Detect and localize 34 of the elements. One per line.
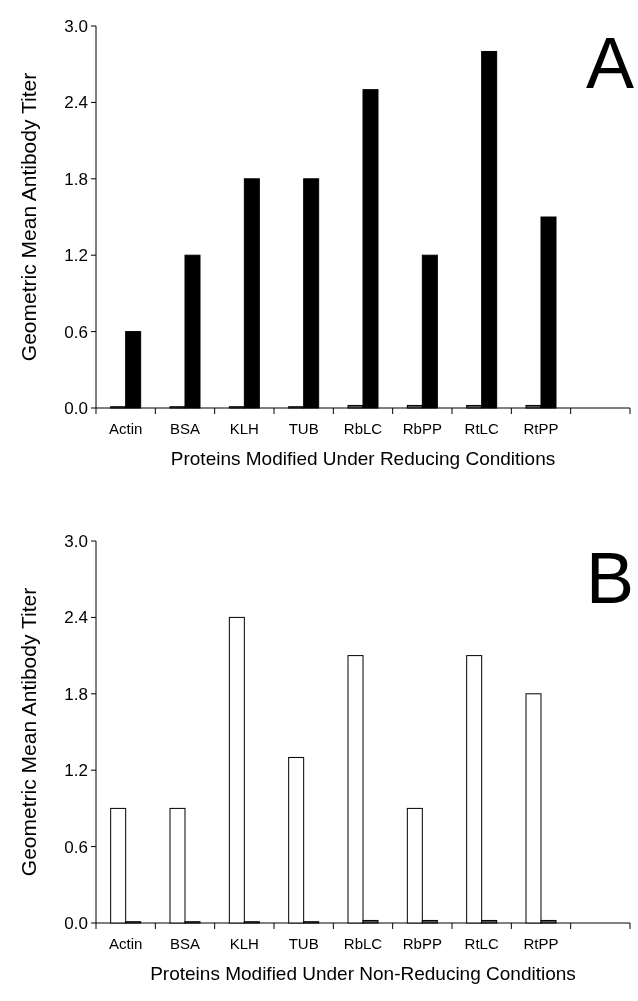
y-tick-label: 0.6	[64, 837, 88, 857]
y-axis-title: Geometric Mean Antibody Titer	[17, 587, 40, 877]
x-tick-label: RbLC	[343, 935, 383, 952]
annotation: B	[585, 538, 634, 618]
x-tick-label: BSA	[169, 420, 201, 437]
x-tick-label: BSA	[169, 935, 201, 952]
x-axis-title: Proteins Modified Under Non-Reducing Conditions	[150, 963, 576, 985]
x-tick-label: RtPP	[523, 420, 559, 437]
x-tick-label: KLH	[229, 935, 259, 952]
x-tick-label: RbPP	[402, 935, 442, 952]
y-tick-label: 0.6	[64, 322, 88, 342]
annotation: A	[585, 23, 634, 103]
y-tick-label: 3.0	[64, 16, 88, 36]
x-tick-label: Actin	[108, 420, 143, 437]
x-tick-label: RtLC	[464, 420, 499, 437]
x-tick-label: KLH	[229, 420, 259, 437]
x-tick-label: RbPP	[402, 420, 442, 437]
y-tick-label: 2.4	[64, 608, 88, 628]
y-tick-label: 1.2	[64, 761, 88, 781]
x-tick-label: Actin	[108, 935, 143, 952]
y-tick-label: 2.4	[64, 93, 88, 113]
y-tick-label: 1.8	[64, 684, 88, 704]
y-axis-title: Geometric Mean Antibody Titer	[17, 72, 40, 362]
x-tick-label: RtLC	[464, 935, 499, 952]
y-tick-label: 0.0	[64, 398, 88, 418]
x-tick-label: TUB	[288, 935, 319, 952]
x-axis-title: Proteins Modified Under Reducing Conditions	[170, 448, 556, 470]
x-tick-label: RbLC	[343, 420, 383, 437]
x-tick-label: RtPP	[523, 935, 559, 952]
y-tick-label: 1.2	[64, 246, 88, 266]
x-tick-label: TUB	[288, 420, 319, 437]
y-tick-label: 0.0	[64, 913, 88, 933]
y-tick-label: 1.8	[64, 169, 88, 189]
y-tick-label: 3.0	[64, 531, 88, 551]
